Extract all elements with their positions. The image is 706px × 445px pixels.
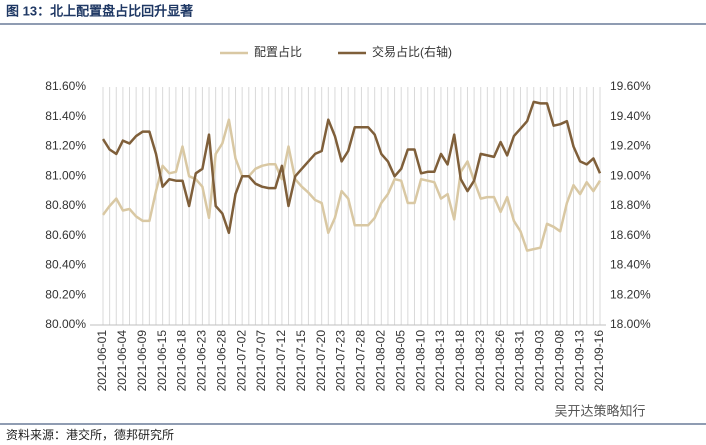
legend-label: 配置占比 [254, 44, 302, 59]
y-tick-label: 80.40% [45, 258, 86, 272]
x-tick-label: 2021-07-28 [354, 330, 368, 392]
y2-tick-label: 19.60% [610, 79, 651, 93]
y2-tick-label: 18.40% [610, 258, 651, 272]
x-tick-label: 2021-06-01 [95, 330, 109, 392]
x-tick-label: 2021-08-31 [513, 330, 527, 392]
y-tick-label: 81.40% [45, 109, 86, 123]
x-tick-label: 2021-07-20 [314, 330, 328, 392]
x-tick-label: 2021-08-13 [433, 330, 447, 392]
y2-tick-label: 18.80% [610, 198, 651, 212]
y2-tick-label: 18.60% [610, 228, 651, 242]
x-tick-label: 2021-07-02 [234, 330, 248, 392]
x-tick-label: 2021-06-18 [175, 330, 189, 392]
x-tick-label: 2021-09-03 [533, 330, 547, 392]
x-tick-label: 2021-09-16 [592, 330, 606, 392]
x-tick-label: 2021-09-13 [572, 330, 586, 392]
y-tick-label: 80.60% [45, 228, 86, 242]
x-tick-label: 2021-08-10 [413, 330, 427, 392]
y2-tick-label: 18.20% [610, 287, 651, 301]
x-tick-label: 2021-07-15 [294, 330, 308, 392]
x-tick-label: 2021-08-26 [493, 330, 507, 392]
y-tick-label: 81.60% [45, 79, 86, 93]
y2-tick-label: 19.40% [610, 109, 651, 123]
series-line [101, 100, 602, 235]
y2-tick-label: 18.00% [610, 317, 651, 331]
y-tick-label: 81.00% [45, 168, 86, 182]
y-tick-label: 80.00% [45, 317, 86, 331]
x-tick-label: 2021-06-15 [155, 330, 169, 392]
y-tick-label: 80.20% [45, 287, 86, 301]
y-tick-label: 80.80% [45, 198, 86, 212]
x-tick-label: 2021-06-23 [195, 330, 209, 392]
x-tick-label: 2021-08-18 [453, 330, 467, 392]
y2-tick-label: 19.00% [610, 168, 651, 182]
x-tick-label: 2021-07-12 [274, 330, 288, 392]
legend-label: 交易占比(右轴) [372, 44, 452, 59]
x-tick-label: 2021-08-23 [473, 330, 487, 392]
x-tick-label: 2021-06-09 [135, 330, 149, 392]
series-line [101, 118, 602, 252]
x-tick-label: 2021-06-04 [115, 330, 129, 392]
y2-tick-label: 19.20% [610, 139, 651, 153]
x-tick-label: 2021-07-23 [334, 330, 348, 392]
x-tick-label: 2021-08-02 [373, 330, 387, 392]
source: 资料来源：港交所，德邦研究所 [6, 427, 174, 442]
watermark: 吴开达策略知行 [554, 403, 645, 418]
y-tick-label: 81.20% [45, 139, 86, 153]
chart-title: 图 13：北上配置盘占比回升显著 [6, 3, 193, 18]
x-tick-label: 2021-07-07 [254, 330, 268, 392]
x-tick-label: 2021-06-28 [214, 330, 228, 392]
x-tick-label: 2021-09-08 [552, 330, 566, 392]
x-tick-label: 2021-08-05 [393, 330, 407, 392]
